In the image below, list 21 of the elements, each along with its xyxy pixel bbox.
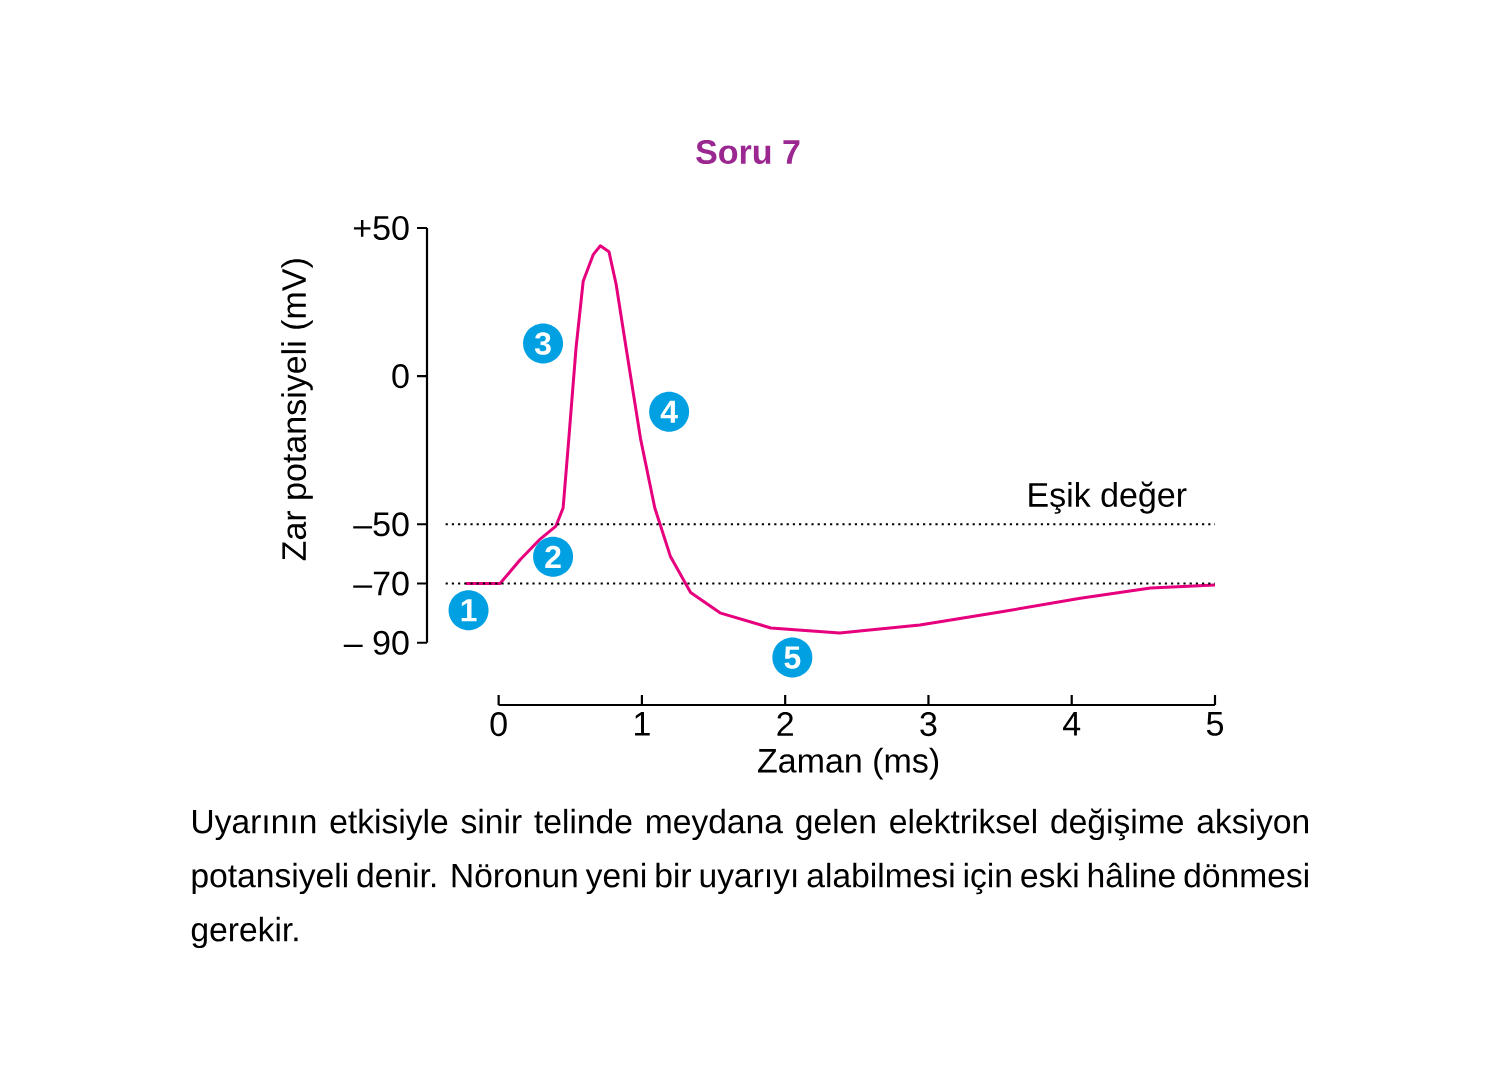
x-tick-label: 1 xyxy=(635,712,650,736)
y-tick-label: – 90 xyxy=(343,630,409,655)
x-tick-label: 3 xyxy=(920,712,937,737)
chart-title: Soru 7 xyxy=(696,139,800,165)
y-tick-label: +50 xyxy=(353,215,409,241)
annotation: 3 xyxy=(534,332,551,355)
x-tick-label: 4 xyxy=(1063,712,1081,736)
annotation: 4 xyxy=(660,400,678,423)
text: Uyarının etkisiyle sinir telinde meydana gelen elektriksel değişime aksiyon potansiyeli denir. Nöronun yeni bir uyarıyı alabilmesi için eski hâline dönmesi gerekir. xyxy=(191,808,1308,949)
x-tick-label: 0 xyxy=(490,712,507,737)
annotation: 1 xyxy=(461,599,477,622)
y-tick-label: –50 xyxy=(353,512,409,537)
y-tick-label: 0 xyxy=(392,364,409,389)
ref-line-label: Eşik değer xyxy=(1029,481,1187,514)
x-tick-label: 5 xyxy=(1206,712,1224,736)
annotation: 2 xyxy=(545,545,561,569)
x-axis-title: Zaman (ms) xyxy=(758,747,939,780)
y-tick-label: –70 xyxy=(353,571,409,596)
y-axis-title: Zar potansiyeli (mV) xyxy=(281,259,313,561)
annotation: 5 xyxy=(784,646,801,669)
x-tick-label: 2 xyxy=(777,712,793,736)
